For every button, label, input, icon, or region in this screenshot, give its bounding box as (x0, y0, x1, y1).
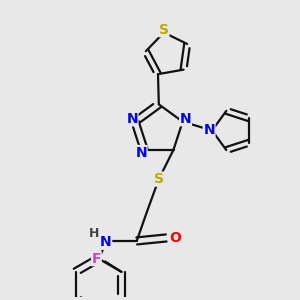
Text: N: N (100, 236, 112, 249)
Text: S: S (154, 172, 164, 186)
Text: F: F (92, 252, 101, 266)
Text: S: S (159, 22, 169, 37)
Text: O: O (169, 231, 181, 245)
Text: N: N (180, 112, 191, 126)
Text: H: H (89, 227, 99, 240)
Text: N: N (126, 112, 138, 126)
Text: N: N (203, 124, 215, 137)
Text: N: N (135, 146, 147, 160)
